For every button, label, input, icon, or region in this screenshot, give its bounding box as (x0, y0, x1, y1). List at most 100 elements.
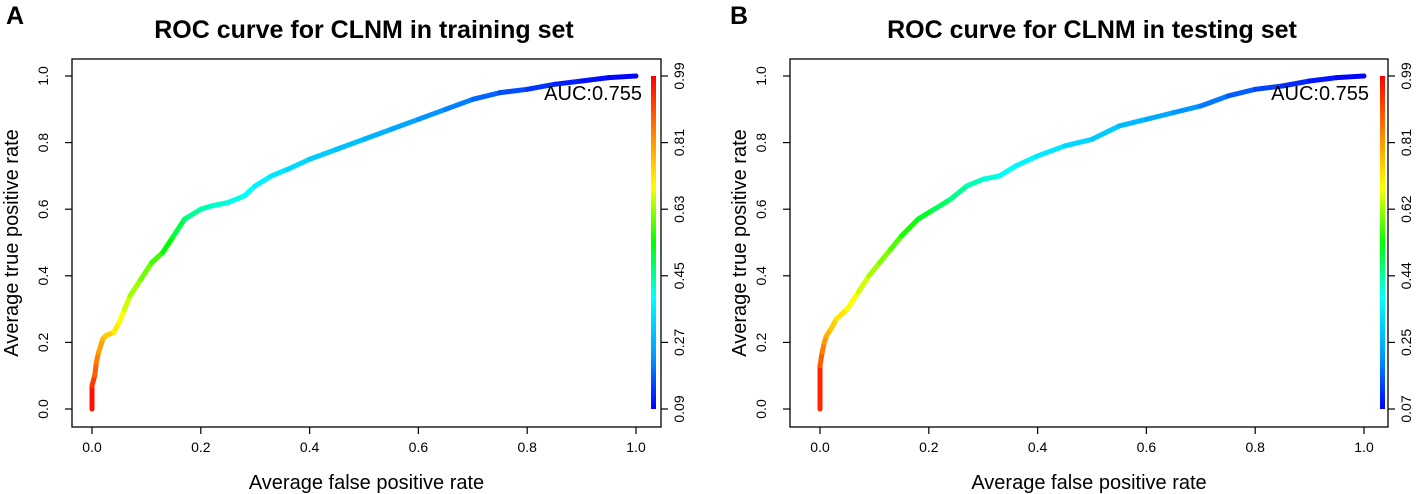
roc-curve-segment (948, 183, 970, 202)
roc-curve-segment (252, 173, 275, 189)
colorbar-tick-label: 0.09 (671, 395, 687, 422)
roc-curve-segment (1013, 153, 1041, 169)
roc-curve-segment (225, 193, 247, 206)
colorbar (651, 76, 656, 409)
plot-frame (789, 58, 1389, 428)
roc-chart: ROC curve for CLNM in testing set 0.0 0.2… (729, 16, 1414, 494)
roc-curve-segment (997, 163, 1019, 179)
colorbar-tick-label: 0.99 (671, 62, 687, 89)
colorbar-tick-label: 0.44 (1398, 262, 1414, 289)
auc-annotation: AUC:0.755 (1271, 83, 1369, 105)
roc-curve-segment (524, 81, 557, 92)
roc-curve-segment (1225, 86, 1258, 99)
roc-curve-segment (1035, 143, 1068, 159)
y-tick-label: 0.0 (35, 399, 51, 419)
x-tick-label: 0.4 (1028, 439, 1048, 455)
colorbar-tick-label: 0.63 (671, 195, 687, 222)
x-tick-label: 1.0 (626, 439, 646, 455)
roc-curve-segment (334, 136, 367, 152)
x-tick-label: 0.2 (919, 439, 939, 455)
y-tick-label: 0.8 (753, 133, 769, 153)
roc-curve-segment (209, 200, 231, 209)
plot-frame (71, 58, 662, 428)
x-axis-label: Average false positive rate (971, 472, 1206, 494)
roc-curve-segment (171, 216, 187, 239)
colorbar-tick-label: 0.62 (1398, 195, 1414, 222)
roc-curve-segment (127, 276, 144, 299)
x-tick-label: 0.8 (517, 439, 537, 455)
roc-curve-segment (497, 86, 530, 96)
colorbar-tick-label: 0.45 (671, 262, 687, 289)
roc-curve-segment (415, 106, 449, 122)
chart-title: ROC curve for CLNM in testing set (887, 16, 1297, 44)
roc-curve-segment (307, 146, 340, 162)
y-tick-label: 1.0 (753, 66, 769, 86)
chart-panel-a: A ROC curve for CLNM in training set 0.0… (0, 0, 708, 494)
roc-curve-segment (931, 196, 954, 212)
roc-curve-segment (964, 176, 986, 189)
colorbar-tick-label: 0.99 (1398, 62, 1414, 89)
roc-curve-segment (1062, 136, 1095, 149)
y-tick-label: 0.4 (35, 266, 51, 286)
panel-label: B (730, 2, 749, 30)
colorbar-tick-label: 0.25 (1398, 329, 1414, 356)
y-tick-label: 0.2 (753, 332, 769, 352)
roc-curve-segment (1252, 83, 1285, 92)
y-tick-label: 1.0 (35, 66, 51, 86)
y-axis-label: Average true positive rate (1, 129, 23, 357)
roc-curve-segment (606, 73, 639, 81)
panel-label: A (6, 2, 25, 30)
y-tick-label: 0.6 (753, 199, 769, 219)
roc-chart: ROC curve for CLNM in training set 0.0 0.… (1, 16, 687, 494)
x-tick-label: 0.6 (409, 439, 429, 455)
x-tick-label: 0.0 (82, 439, 102, 455)
colorbar-tick-label: 0.07 (1398, 395, 1414, 422)
y-tick-label: 0.8 (35, 133, 51, 153)
y-tick-label: 0.4 (753, 266, 769, 286)
roc-curve-segment (980, 173, 1003, 182)
x-tick-label: 1.0 (1354, 439, 1374, 455)
roc-curve-segment (551, 78, 585, 87)
roc-curve-segment (138, 259, 155, 282)
roc-curve-segment (1143, 110, 1177, 122)
roc-curve-segment (285, 156, 313, 172)
x-tick-label: 0.8 (1245, 439, 1265, 455)
colorbar-tick-label: 0.81 (1398, 129, 1414, 156)
roc-curve-segment (470, 90, 503, 102)
roc-curve-segment (1116, 116, 1149, 129)
colorbar-tick-label: 0.27 (671, 329, 687, 356)
roc-curve-segment (1279, 78, 1313, 89)
roc-curve-segment (1198, 93, 1231, 109)
roc-curve-segment (579, 75, 612, 84)
chart-panel-b: B ROC curve for CLNM in testing set 0.0 0… (709, 0, 1417, 494)
roc-curve-segment (269, 166, 291, 179)
roc-curve-segment (915, 206, 937, 222)
auc-annotation: AUC:0.755 (544, 83, 642, 105)
roc-curve-segment (1334, 73, 1367, 81)
y-tick-label: 0.6 (35, 199, 51, 219)
roc-curve-segment (1307, 75, 1340, 84)
roc-curve-segment (866, 259, 883, 279)
roc-curve-segment (1089, 123, 1122, 142)
roc-curve-segment (1171, 103, 1204, 116)
x-tick-label: 0.6 (1137, 439, 1157, 455)
colorbar (1380, 76, 1385, 409)
x-axis-label: Average false positive rate (249, 472, 484, 494)
y-tick-label: 0.0 (753, 399, 769, 419)
roc-curve-segment (844, 289, 861, 312)
roc-curve-segment (388, 116, 421, 132)
x-tick-label: 0.0 (810, 439, 830, 455)
roc-curve-segment (855, 273, 872, 295)
x-tick-label: 0.2 (191, 439, 211, 455)
x-tick-label: 0.4 (300, 439, 320, 455)
chart-title: ROC curve for CLNM in training set (154, 16, 574, 44)
y-axis-label: Average true positive rate (729, 129, 751, 357)
y-tick-label: 0.2 (35, 332, 51, 352)
roc-curve-segment (361, 126, 394, 142)
roc-curve-segment (888, 233, 905, 252)
roc-curve-segment (160, 233, 177, 255)
colorbar-tick-label: 0.81 (671, 129, 687, 156)
roc-curve-segment (899, 216, 921, 239)
roc-curve-segment (877, 246, 894, 265)
roc-curve-segment (443, 96, 476, 112)
